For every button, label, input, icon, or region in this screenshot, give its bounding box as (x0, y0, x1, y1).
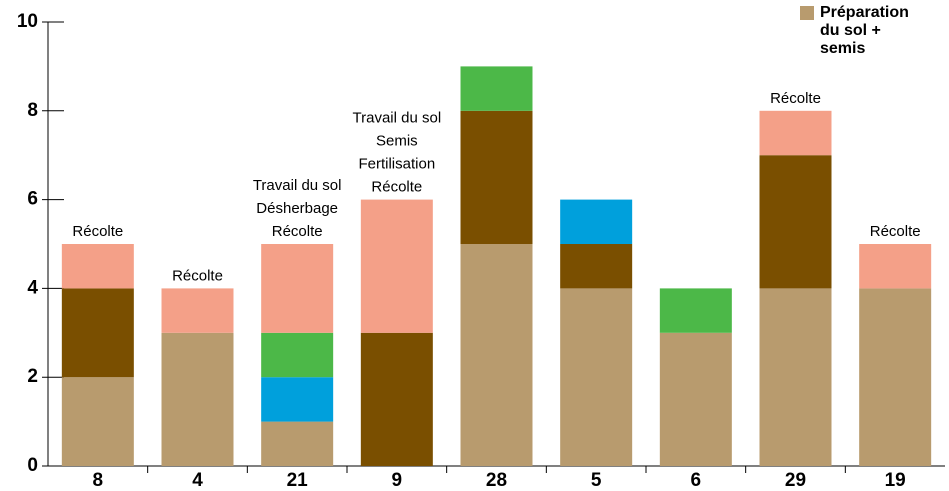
bar-segment (261, 332, 334, 378)
annotation: Semis (376, 133, 418, 150)
y-tick-label: 8 (27, 100, 38, 121)
bar-segment (759, 155, 832, 289)
annotation: Désherbage (256, 200, 338, 217)
bar-segment (460, 244, 533, 466)
bar-segment (61, 244, 134, 289)
annotation: Récolte (770, 90, 821, 107)
x-tick-label: 28 (486, 470, 507, 491)
annotation: Récolte (371, 179, 422, 196)
y-tick-label: 2 (27, 366, 38, 387)
x-tick-label: 6 (691, 470, 702, 491)
bar-segment (61, 288, 134, 378)
bar-segment (360, 332, 433, 466)
bar-segment (659, 332, 732, 466)
bar-segment (261, 377, 334, 422)
legend-swatch (800, 6, 814, 20)
x-tick-label: 9 (392, 470, 403, 491)
bar-segment (560, 288, 633, 466)
annotation: Récolte (272, 223, 323, 240)
annotation: Récolte (72, 223, 123, 240)
bar-segment (161, 288, 234, 333)
y-tick-label: 10 (17, 11, 38, 32)
bar-segment (61, 377, 134, 466)
annotation: Fertilisation (358, 156, 435, 173)
bar-segment (560, 244, 633, 289)
annotation: Travail du sol (253, 177, 342, 194)
x-tick-label: 21 (287, 470, 309, 491)
y-tick-label: 4 (27, 277, 38, 298)
x-tick-label: 29 (785, 470, 806, 491)
legend-label: Préparation du sol + semis (820, 4, 909, 57)
bar-segment (360, 199, 433, 333)
bar-segment (460, 110, 533, 244)
bar-segment (759, 110, 832, 156)
annotation: Travail du sol (353, 110, 442, 127)
x-tick-label: 4 (192, 470, 203, 491)
bar-segment (161, 332, 234, 466)
y-tick-label: 6 (27, 189, 38, 210)
annotation: Récolte (172, 267, 223, 284)
bar-segment (759, 288, 832, 466)
bar-segment (659, 288, 732, 333)
x-tick-label: 8 (93, 470, 104, 491)
x-tick-label: 19 (885, 470, 906, 491)
bar-segment (261, 244, 334, 333)
bar-segment (261, 421, 334, 466)
bar-segment (859, 244, 932, 289)
bar-segment (560, 199, 633, 244)
annotation: Récolte (870, 223, 921, 240)
x-tick-label: 5 (591, 470, 602, 491)
bar-segment (460, 66, 533, 111)
y-tick-label: 0 (27, 455, 38, 476)
bar-segment (859, 288, 932, 466)
